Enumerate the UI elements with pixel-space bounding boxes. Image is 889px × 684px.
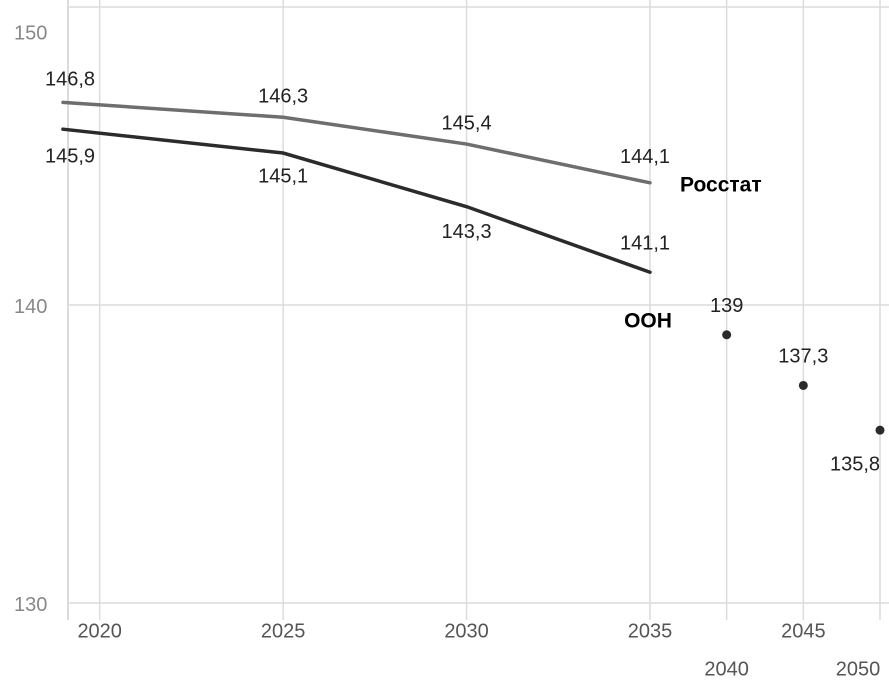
value-label: 137,3: [778, 346, 828, 368]
x-tick-label: 2050: [836, 658, 881, 680]
series-line: [61, 100, 652, 185]
value-label: 141,1: [620, 233, 670, 255]
data-dot: [798, 380, 808, 390]
value-label: 145,4: [442, 112, 492, 134]
value-label: 146,3: [258, 86, 308, 108]
value-label: 135,8: [830, 453, 880, 475]
x-tick-label: 2035: [628, 620, 673, 642]
value-label: 143,3: [442, 221, 492, 243]
value-label: 144,1: [620, 146, 670, 168]
x-tick-label: 2025: [261, 620, 306, 642]
x-tick-label: 2045: [781, 620, 826, 642]
series-label: ООН: [624, 310, 672, 333]
series-label: Росстат: [680, 174, 762, 197]
data-dot: [875, 425, 885, 435]
y-tick-label: 130: [14, 594, 47, 616]
value-label: 146,8: [45, 69, 95, 91]
y-tick-label: 140: [14, 296, 47, 318]
value-label: 139: [710, 295, 743, 317]
x-tick-label: 2030: [444, 620, 489, 642]
value-label: 145,9: [45, 145, 95, 167]
y-tick-label: 150: [14, 22, 47, 44]
x-tick-label: 2040: [704, 658, 749, 680]
x-tick-label: 2020: [77, 620, 122, 642]
series-line: [61, 127, 652, 274]
value-label: 145,1: [258, 165, 308, 187]
data-dot: [722, 330, 732, 340]
